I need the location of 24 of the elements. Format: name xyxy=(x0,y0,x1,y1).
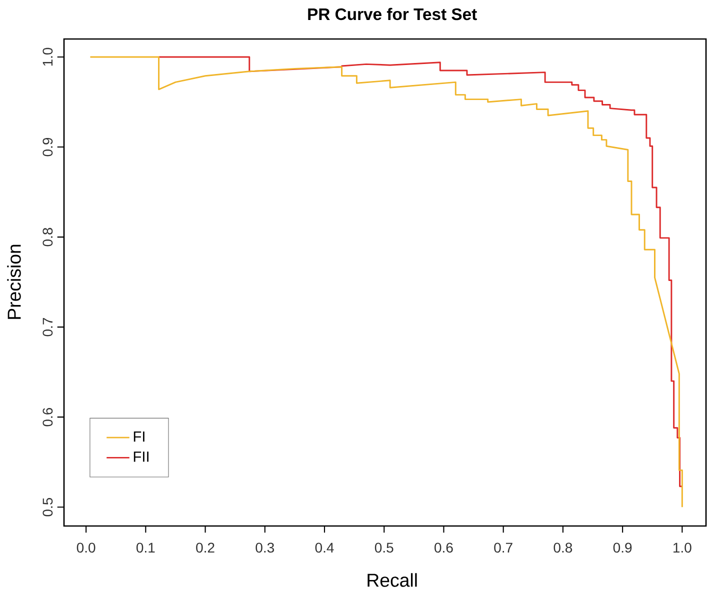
legend-label: FI xyxy=(134,432,144,442)
x-tick-label: 0.3 xyxy=(256,542,274,553)
x-tick-label: 0.1 xyxy=(136,542,155,553)
y-tick-label: 1.0 xyxy=(42,48,53,66)
x-tick-label: 0.2 xyxy=(196,542,214,553)
y-tick-label: 0.9 xyxy=(42,138,53,156)
chart-title: PR Curve for Test Set xyxy=(308,8,477,20)
legend-label: FII xyxy=(134,452,148,462)
line-series xyxy=(158,56,683,488)
y-tick-label: 0.8 xyxy=(42,228,53,246)
x-tick-label: 0.9 xyxy=(613,542,632,553)
x-tick-label: 0.8 xyxy=(554,542,572,553)
x-axis-title: Recall xyxy=(368,573,417,587)
x-tick-label: 1.0 xyxy=(674,542,692,553)
y-tick-label: 0.5 xyxy=(42,498,53,516)
x-tick-label: 0.0 xyxy=(76,542,96,553)
x-tick-label: 0.7 xyxy=(494,542,512,553)
y-tick-label: 0.7 xyxy=(42,318,53,336)
x-tick-label: 0.5 xyxy=(374,542,394,553)
line-series xyxy=(89,56,683,508)
x-tick-label: 0.6 xyxy=(434,542,453,553)
x-tick-label: 0.4 xyxy=(315,542,334,553)
y-tick-label: 0.6 xyxy=(42,408,53,426)
y-axis-title: Precision xyxy=(7,244,21,319)
